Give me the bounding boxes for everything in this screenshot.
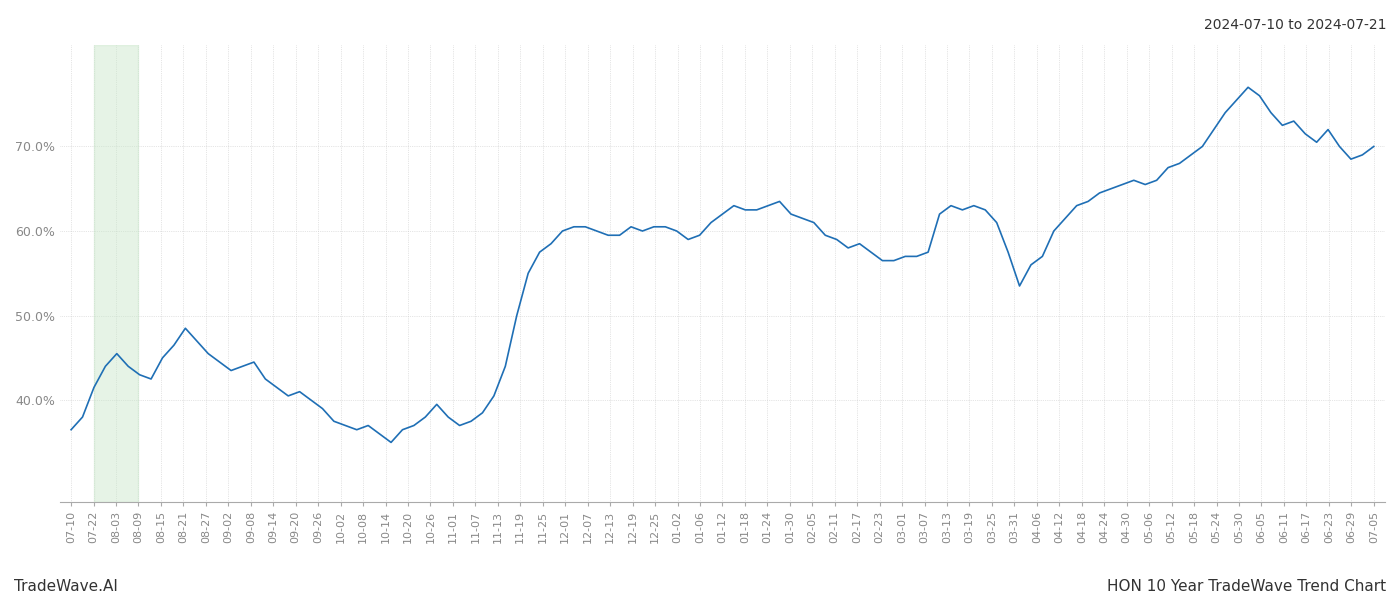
Text: 2024-07-10 to 2024-07-21: 2024-07-10 to 2024-07-21 (1204, 18, 1386, 32)
Bar (94, 45, 139, 502)
Text: HON 10 Year TradeWave Trend Chart: HON 10 Year TradeWave Trend Chart (1107, 579, 1386, 594)
Text: TradeWave.AI: TradeWave.AI (14, 579, 118, 594)
